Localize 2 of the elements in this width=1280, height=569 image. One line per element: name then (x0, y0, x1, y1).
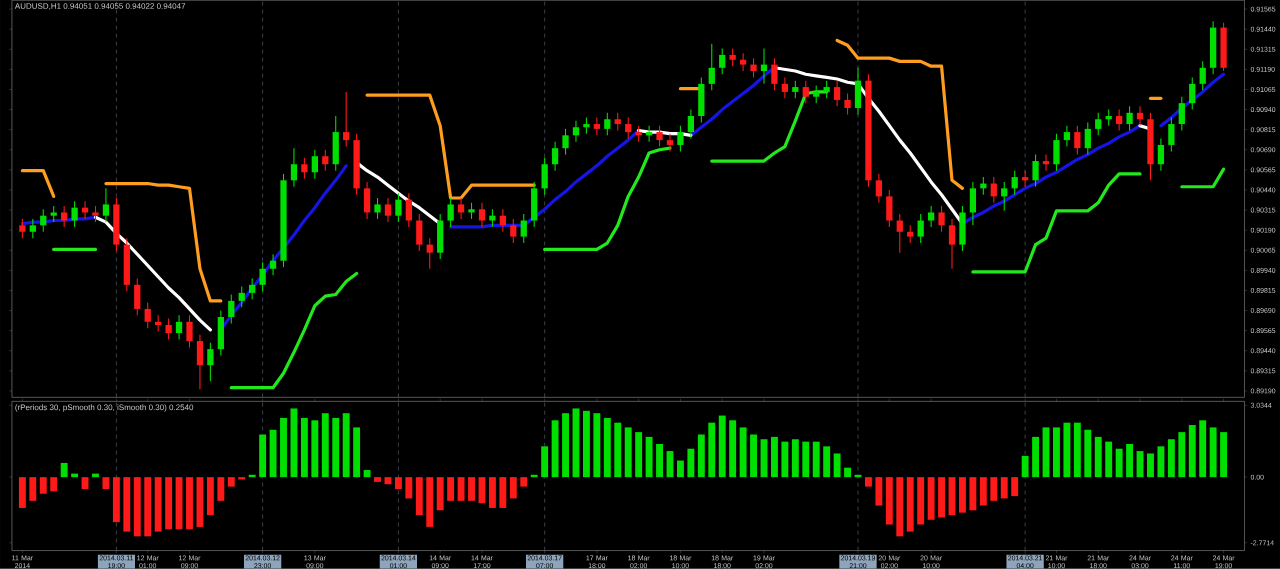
chart-title: (rPeriods 30, pSmooth 0.30, iSmooth 0.30) 0.2540 (15, 404, 194, 412)
chart-title: AUDUSD,H1 0.94051 0.94055 0.94022 0.94047 (14, 3, 186, 10)
